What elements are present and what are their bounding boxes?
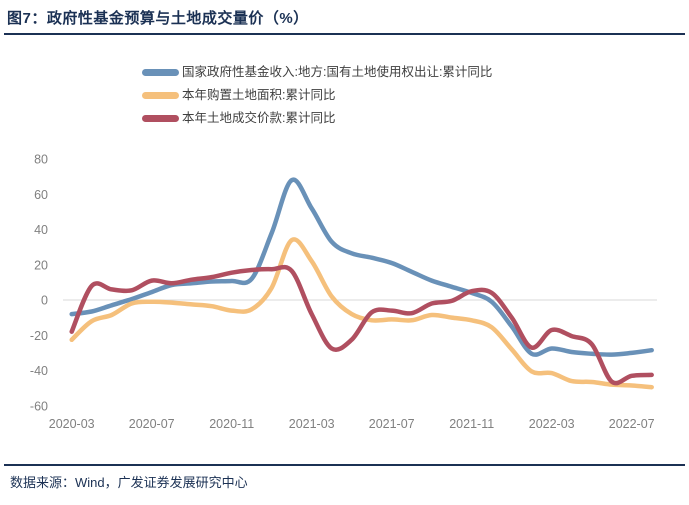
legend-swatch-line [142, 92, 179, 99]
legend-label: 本年购置土地面积:累计同比 [182, 88, 336, 102]
series-line-1 [69, 237, 654, 390]
footer-divider [4, 464, 685, 466]
y-tick-label: 40 [34, 223, 48, 237]
y-tick-label: -60 [30, 399, 48, 413]
legend-swatch-line [142, 69, 179, 76]
x-tick-label: 2022-07 [609, 417, 655, 431]
legend-swatch-line [142, 115, 179, 122]
x-tick-label: 2020-11 [209, 417, 254, 431]
y-tick-label: 20 [34, 258, 48, 272]
x-tick-label: 2020-07 [129, 417, 175, 431]
series-line-2 [69, 264, 654, 386]
x-tick-label: 2021-07 [369, 417, 415, 431]
legend-item: 国家政府性基金收入:地方:国有土地使用权出让:累计同比 [142, 61, 492, 84]
title-divider [4, 33, 685, 35]
x-tick-label: 2020-03 [49, 417, 95, 431]
x-tick-label: 2021-11 [449, 417, 494, 431]
legend-label: 本年土地成交价款:累计同比 [182, 111, 336, 125]
y-tick-label: 0 [41, 294, 48, 308]
legend-item: 本年土地成交价款:累计同比 [142, 107, 492, 130]
chart-legend: 国家政府性基金收入:地方:国有土地使用权出让:累计同比 本年购置土地面积:累计同… [142, 61, 492, 130]
x-tick-label: 2022-03 [529, 417, 575, 431]
legend-item: 本年购置土地面积:累计同比 [142, 84, 492, 107]
line-chart: 80 60 40 20 0 -20 -40 -60 2020-03 2020-07 2020-11 2… [0, 140, 689, 440]
legend-label: 国家政府性基金收入:地方:国有土地使用权出让:累计同比 [182, 65, 493, 79]
y-tick-label: 60 [34, 188, 48, 202]
x-tick-label: 2021-03 [289, 417, 335, 431]
figure-title: 图7：政府性基金预算与土地成交量价（%） [7, 10, 309, 27]
y-tick-label: -40 [30, 364, 48, 378]
y-tick-label: 80 [34, 153, 48, 167]
y-tick-label: -20 [30, 329, 48, 343]
data-source: 数据来源：Wind，广发证券发展研究中心 [10, 475, 248, 490]
